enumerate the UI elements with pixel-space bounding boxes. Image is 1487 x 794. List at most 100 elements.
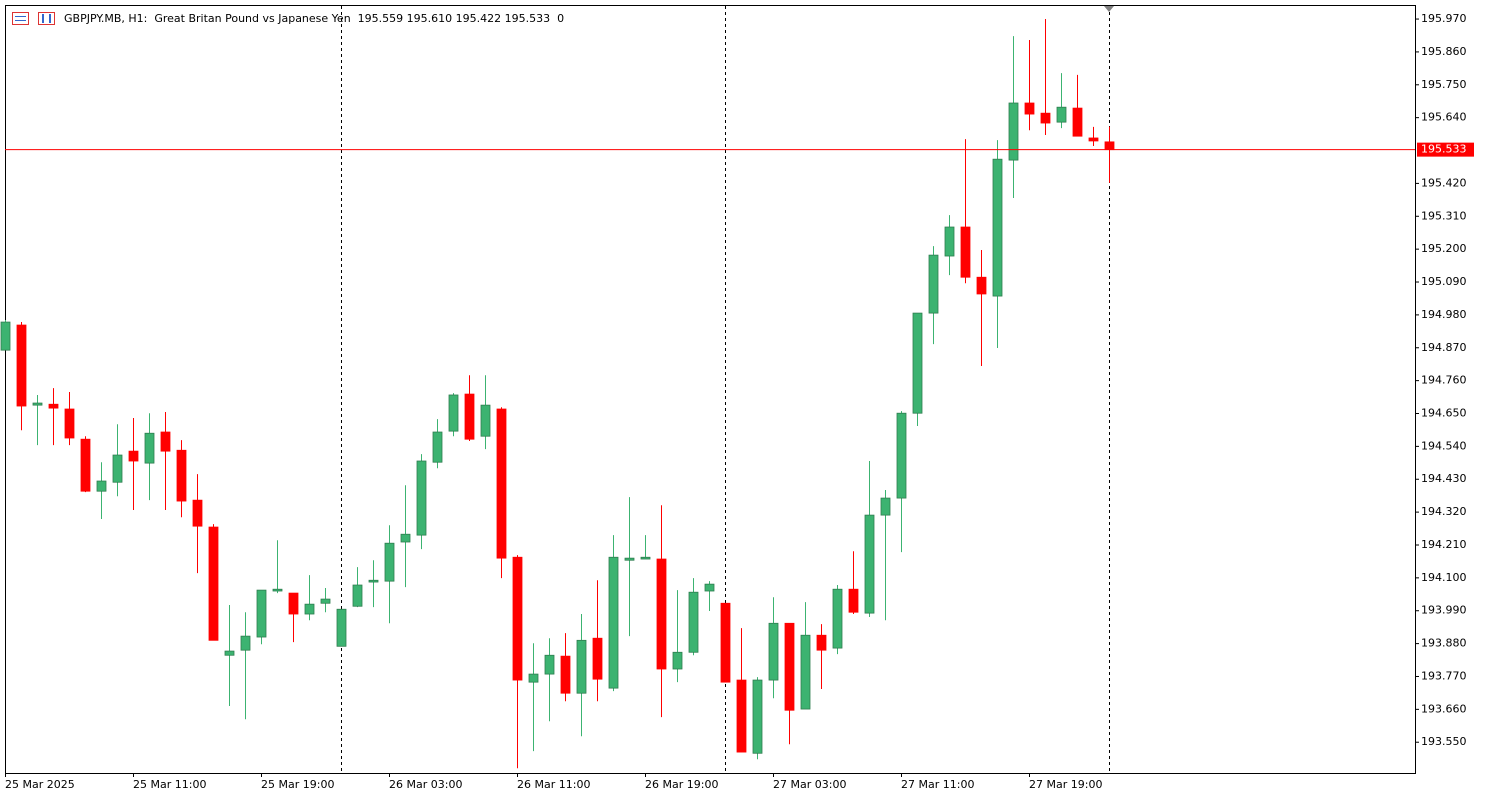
y-tick-label: 193.770 <box>1421 669 1467 682</box>
candle-body <box>1040 112 1051 124</box>
candle-body <box>368 579 379 583</box>
candle-body <box>992 158 1003 297</box>
candle-body <box>976 276 987 295</box>
candle-body <box>1056 106 1067 123</box>
candle-body <box>0 321 11 351</box>
candle-body <box>384 542 395 582</box>
y-tick-label: 194.100 <box>1421 571 1467 584</box>
candle-body <box>416 460 427 536</box>
candle-body <box>288 592 299 615</box>
y-tick-label: 194.870 <box>1421 341 1467 354</box>
y-tick-label: 195.200 <box>1421 242 1467 255</box>
y-tick-label: 195.750 <box>1421 78 1467 91</box>
x-tick-label: 27 Mar 11:00 <box>901 778 974 791</box>
candle-body <box>528 673 539 683</box>
candle-body <box>784 622 795 711</box>
candle-body <box>672 651 683 670</box>
candle-body <box>704 583 715 592</box>
y-tick-label: 195.090 <box>1421 275 1467 288</box>
candle-body <box>944 226 955 257</box>
candle-body <box>32 402 43 406</box>
candle-body <box>1072 107 1083 137</box>
candle-body <box>144 432 155 464</box>
y-tick-label: 193.880 <box>1421 637 1467 650</box>
candle-body <box>880 497 891 516</box>
y-tick-label: 195.970 <box>1421 12 1467 25</box>
candle-body <box>960 226 971 278</box>
candle-body <box>464 393 475 440</box>
icon <box>38 12 55 25</box>
candle-body <box>256 589 267 638</box>
candle-body <box>1008 102 1019 161</box>
candle-body <box>96 480 107 492</box>
candle-body <box>896 412 907 499</box>
candle-body <box>48 403 59 409</box>
candle-body <box>432 431 443 463</box>
candle-body <box>560 655 571 694</box>
candle-body <box>80 438 91 492</box>
x-tick-label: 25 Mar 19:00 <box>261 778 334 791</box>
candle-body <box>592 637 603 680</box>
candle-body <box>832 588 843 649</box>
y-tick-label: 194.980 <box>1421 308 1467 321</box>
candle-body <box>688 591 699 653</box>
candle-body <box>512 556 523 681</box>
candle-body <box>720 602 731 683</box>
candle-body <box>240 635 251 651</box>
candle-body <box>928 254 939 314</box>
candle-body <box>1104 141 1115 151</box>
current-price-box <box>1417 142 1474 157</box>
candle-body <box>336 608 347 647</box>
shift-marker <box>1104 6 1114 12</box>
x-tick-label: 25 Mar 2025 <box>5 778 75 791</box>
candle-body <box>224 650 235 656</box>
candle-body <box>480 404 491 437</box>
candle-body <box>192 499 203 527</box>
y-tick-label: 194.210 <box>1421 538 1467 551</box>
candle-body <box>304 603 315 615</box>
chart-title: GBPJPY.MB, H1: Great Britan Pound vs Jap… <box>64 12 564 25</box>
x-tick-label: 27 Mar 19:00 <box>1029 778 1102 791</box>
y-tick-label: 195.860 <box>1421 45 1467 58</box>
candle-body <box>768 622 779 681</box>
y-tick-label: 195.640 <box>1421 111 1467 124</box>
x-tick-label: 26 Mar 11:00 <box>517 778 590 791</box>
chart-icons <box>12 12 55 25</box>
candle-body <box>128 450 139 462</box>
candle-body <box>1024 102 1035 115</box>
candle-body <box>208 526 219 641</box>
y-tick-label: 194.430 <box>1421 472 1467 485</box>
plot-frame <box>5 5 1416 774</box>
y-tick-label: 194.650 <box>1421 407 1467 420</box>
y-tick-label: 195.310 <box>1421 209 1467 222</box>
candle-body <box>400 533 411 543</box>
candle-body <box>624 557 635 561</box>
x-tick-label: 26 Mar 19:00 <box>645 778 718 791</box>
candle-body <box>848 588 859 613</box>
y-tick-label: 194.760 <box>1421 374 1467 387</box>
y-tick-label: 193.550 <box>1421 735 1467 748</box>
x-tick-label: 27 Mar 03:00 <box>773 778 846 791</box>
y-tick-label: 195.420 <box>1421 176 1467 189</box>
candle-body <box>800 634 811 710</box>
candle-body <box>736 679 747 753</box>
candle-body <box>64 408 75 439</box>
candle-body <box>1088 137 1099 142</box>
candle-body <box>640 556 651 560</box>
candle-body <box>352 584 363 607</box>
candle-body <box>576 639 587 694</box>
candle-body <box>864 514 875 614</box>
candle-body <box>544 654 555 675</box>
y-tick-label: 194.540 <box>1421 439 1467 452</box>
candle-body <box>160 431 171 452</box>
candle-body <box>176 449 187 502</box>
candle-body <box>656 558 667 670</box>
y-tick-label: 194.320 <box>1421 505 1467 518</box>
candle-body <box>448 394 459 432</box>
candle-body <box>496 408 507 559</box>
icon <box>12 12 29 25</box>
candle-body <box>272 588 283 592</box>
candle-body <box>112 454 123 483</box>
